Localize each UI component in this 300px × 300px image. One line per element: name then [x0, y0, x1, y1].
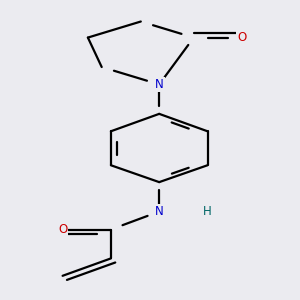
Text: O: O: [237, 31, 247, 44]
Text: N: N: [155, 78, 164, 91]
Text: N: N: [155, 205, 164, 218]
Text: O: O: [58, 223, 67, 236]
Text: H: H: [203, 205, 212, 218]
